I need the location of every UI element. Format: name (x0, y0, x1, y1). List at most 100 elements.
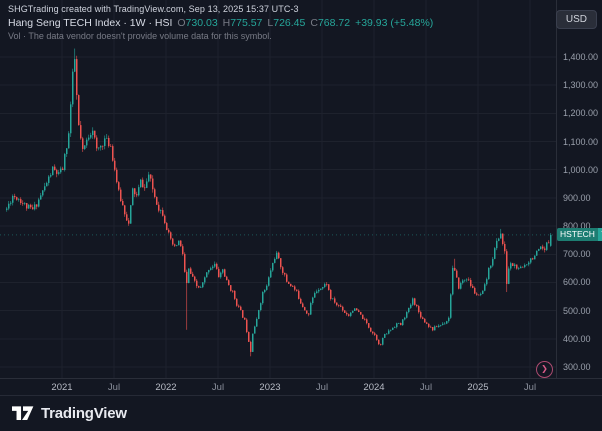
candle (358, 309, 360, 313)
candle (236, 298, 238, 307)
candle (366, 318, 368, 325)
candle (534, 255, 536, 260)
candle (370, 327, 372, 333)
candle (90, 132, 92, 140)
candle (192, 271, 194, 277)
candle (174, 243, 176, 247)
boost-button[interactable]: ❯ (536, 361, 553, 378)
candle (134, 188, 136, 198)
candle (248, 331, 250, 342)
candle (242, 309, 244, 319)
candle (326, 282, 328, 287)
candle (108, 135, 110, 148)
candle (74, 48, 76, 73)
candle (374, 331, 376, 337)
candle (350, 311, 352, 318)
candle (296, 289, 298, 292)
candle (266, 284, 268, 291)
candle (426, 321, 428, 325)
candle (198, 285, 200, 289)
candle (144, 184, 146, 191)
candle (294, 285, 296, 292)
candle (68, 131, 70, 149)
candle (460, 281, 462, 290)
time-tick-label: Jul (523, 382, 537, 393)
candle (234, 290, 236, 301)
candle (518, 266, 520, 271)
candle (18, 197, 20, 202)
candle (86, 137, 88, 148)
price-tick-label: 1,000.00 (563, 164, 599, 175)
candle (342, 305, 344, 312)
candlestick-chart[interactable] (0, 0, 556, 378)
candle (32, 204, 34, 210)
candle (498, 237, 500, 242)
candle (48, 175, 50, 186)
candle (264, 289, 266, 294)
candle (330, 288, 332, 301)
candle (284, 272, 286, 277)
candle (252, 333, 254, 352)
candle (62, 166, 64, 171)
candle (504, 241, 506, 254)
candle (222, 268, 224, 275)
candle (136, 191, 138, 198)
candle (486, 277, 488, 286)
tradingview-logo[interactable]: TradingView (12, 405, 127, 422)
candle (454, 258, 456, 271)
candle (302, 302, 304, 308)
candle (356, 307, 358, 311)
candle (386, 332, 388, 335)
candle (24, 202, 26, 206)
candle (538, 248, 540, 252)
candle (178, 240, 180, 246)
candle (202, 282, 204, 289)
price-tick-label: 1,400.00 (563, 52, 599, 62)
price-tick-label: 900.00 (563, 192, 591, 203)
candle (286, 273, 288, 283)
candle (398, 322, 400, 324)
candle (194, 275, 196, 283)
candle (458, 277, 460, 290)
candle (240, 305, 242, 311)
candle (38, 197, 40, 208)
candle (332, 298, 334, 300)
candle (88, 134, 90, 141)
candle (106, 133, 108, 139)
candle (404, 316, 406, 321)
candle (490, 265, 492, 270)
candle (118, 181, 120, 192)
price-axis[interactable]: HSTECH768.72 1,400.00 1,300.00 1,200.00 1,1… (556, 0, 602, 378)
candle (254, 325, 256, 334)
candle (42, 190, 44, 197)
candle (12, 194, 14, 206)
candle (528, 261, 530, 267)
candle (488, 267, 490, 280)
candle (306, 310, 308, 315)
time-tick-label: Jul (107, 382, 121, 393)
candle (364, 317, 366, 321)
candle (148, 171, 150, 183)
candle (506, 249, 508, 293)
time-axis[interactable]: 2021 Jul 2022 Jul 2023 Jul 2024 Jul 2025 Jul (0, 378, 602, 395)
currency-button[interactable]: USD (555, 10, 597, 29)
candle (532, 257, 534, 260)
candle (80, 120, 82, 140)
candle (64, 152, 66, 172)
price-tick-label: 400.00 (563, 333, 591, 344)
candle (346, 311, 348, 316)
candle (164, 214, 166, 225)
candle (300, 297, 302, 305)
candle (462, 279, 464, 285)
candle (546, 241, 548, 251)
candle (60, 166, 62, 174)
time-tick-label: 2022 (155, 382, 177, 393)
candle (114, 157, 116, 172)
last-price-label: HSTECH768.72 (557, 228, 602, 242)
time-tick-label: Jul (315, 382, 329, 393)
candle (478, 294, 480, 296)
candle (354, 308, 356, 311)
candle (34, 201, 36, 211)
candle (530, 258, 532, 265)
candle (244, 317, 246, 320)
